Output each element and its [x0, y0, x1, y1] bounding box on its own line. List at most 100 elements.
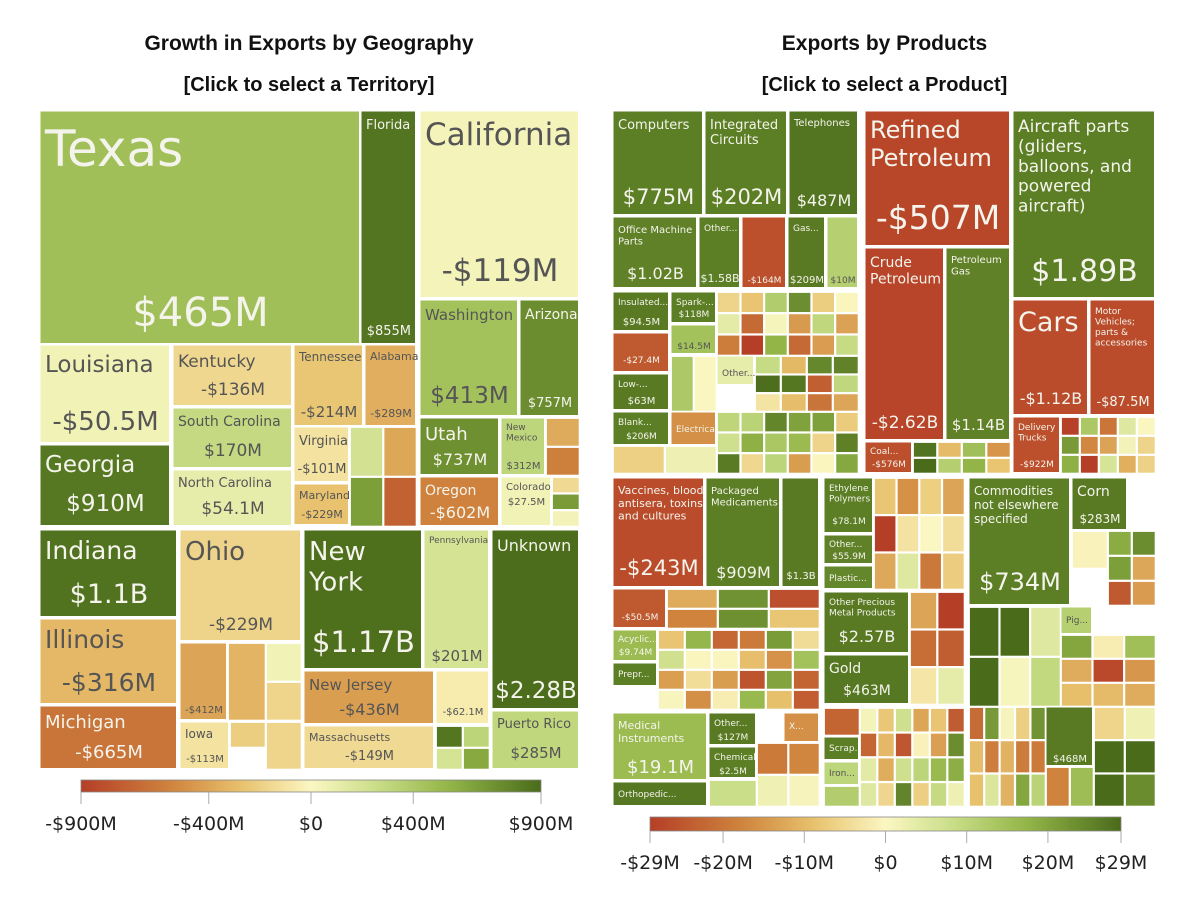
small-tile[interactable] — [1124, 635, 1156, 659]
tile-14-5m[interactable]: $14.5M — [670, 324, 716, 354]
small-tile[interactable] — [811, 334, 835, 356]
small-tile[interactable] — [546, 447, 580, 476]
small-tile[interactable] — [757, 775, 789, 807]
small-tile[interactable] — [895, 757, 913, 782]
small-tile[interactable] — [1094, 707, 1125, 740]
small-tile[interactable] — [1030, 740, 1046, 774]
small-tile[interactable] — [969, 773, 984, 807]
small-tile[interactable] — [1061, 635, 1093, 659]
small-tile[interactable] — [811, 412, 835, 433]
small-tile[interactable] — [811, 313, 835, 335]
tile-rect[interactable] — [612, 629, 657, 661]
tile-rect[interactable] — [612, 477, 704, 587]
tile-utah[interactable]: Utah $737M — [419, 417, 499, 475]
small-tile[interactable] — [766, 630, 793, 650]
tile-electrical[interactable]: Electrical... — [670, 411, 726, 445]
small-tile[interactable] — [860, 757, 878, 782]
small-tile[interactable] — [685, 690, 712, 710]
small-tile[interactable] — [793, 670, 820, 690]
tile-corn[interactable]: Corn $283M — [1071, 477, 1127, 530]
tile-rect[interactable] — [1012, 299, 1088, 415]
tile-rect[interactable] — [864, 441, 912, 473]
tile-1-3b[interactable]: $1.3B — [781, 477, 819, 587]
small-tile[interactable] — [942, 478, 965, 515]
tile-rect[interactable] — [612, 662, 657, 686]
small-tile[interactable] — [1015, 740, 1031, 774]
small-tile[interactable] — [937, 592, 965, 630]
tile-rect[interactable] — [1089, 299, 1155, 415]
small-tile[interactable] — [835, 334, 859, 356]
small-tile[interactable] — [984, 740, 1000, 774]
tile-rect[interactable] — [1012, 416, 1060, 473]
small-tile[interactable] — [874, 478, 897, 515]
tile-cars[interactable]: Cars -$1.12B — [1012, 299, 1088, 415]
small-tile[interactable] — [999, 707, 1015, 740]
small-tile[interactable] — [986, 458, 1011, 474]
tile-rect[interactable] — [179, 721, 229, 769]
small-tile[interactable] — [1108, 581, 1132, 606]
tile-alabama[interactable]: Alabama -$289M — [364, 344, 419, 426]
small-tile[interactable] — [712, 690, 739, 710]
tile-virginia[interactable]: Virginia -$101M — [293, 426, 349, 482]
small-tile[interactable] — [717, 412, 741, 433]
small-tile[interactable] — [835, 313, 859, 335]
small-tile[interactable] — [1125, 773, 1156, 807]
tile-rect[interactable] — [968, 477, 1070, 605]
tile-ethylene-polymers[interactable]: Ethylene Polymers $78.1M — [823, 477, 873, 533]
small-tile[interactable] — [930, 757, 948, 782]
small-tile[interactable] — [910, 667, 938, 705]
small-tile[interactable] — [913, 458, 938, 474]
small-tile[interactable] — [755, 356, 781, 375]
small-tile[interactable] — [1030, 773, 1046, 807]
tile-new-mexico[interactable]: New Mexico $312M — [500, 417, 545, 475]
small-tile[interactable] — [712, 670, 739, 690]
small-tile[interactable] — [350, 427, 383, 477]
small-tile[interactable] — [962, 442, 987, 458]
small-tile[interactable] — [824, 786, 860, 807]
tile-rect[interactable] — [491, 710, 579, 769]
tile-rect[interactable] — [303, 725, 434, 769]
small-tile[interactable] — [937, 629, 965, 667]
small-tile[interactable] — [552, 477, 580, 494]
tile-refined-petroleum[interactable]: Refined Petroleum -$507M — [864, 110, 1010, 246]
small-tile[interactable] — [833, 393, 859, 412]
tile-468m[interactable]: $468M — [1045, 706, 1093, 766]
tile-florida[interactable]: Florida $855M — [360, 110, 416, 344]
tile-rect[interactable] — [39, 618, 177, 704]
small-tile[interactable] — [1092, 659, 1124, 683]
tile-rect[interactable] — [293, 344, 363, 426]
tile-rect[interactable] — [612, 291, 669, 331]
tile-plastic[interactable]: Plastic... — [823, 565, 873, 589]
small-tile[interactable] — [969, 607, 1000, 657]
small-tile[interactable] — [350, 477, 383, 527]
small-tile[interactable] — [1137, 417, 1156, 436]
small-tile[interactable] — [788, 292, 812, 313]
tile-scrap[interactable]: Scrap... — [823, 736, 863, 760]
tile-oregon[interactable]: Oregon -$602M — [419, 476, 499, 526]
tile-rect[interactable] — [705, 477, 780, 587]
tile-other[interactable]: Other... $127M — [708, 712, 756, 745]
small-tile[interactable] — [1125, 707, 1156, 740]
small-tile[interactable] — [717, 334, 741, 356]
tile-packaged-medicaments[interactable]: Packaged Medicaments $909M — [705, 477, 780, 587]
tile-rect[interactable] — [179, 529, 301, 641]
small-tile[interactable] — [984, 773, 1000, 807]
small-tile[interactable] — [613, 446, 665, 474]
tile-motor-vehicles-parts-accessories[interactable]: Motor Vehicles; parts & accessories -$87.5M — [1089, 299, 1155, 415]
small-tile[interactable] — [788, 453, 812, 474]
small-tile[interactable] — [788, 334, 812, 356]
small-tile[interactable] — [769, 609, 820, 629]
small-tile[interactable] — [1137, 455, 1156, 474]
small-tile[interactable] — [1061, 659, 1093, 683]
small-tile[interactable] — [1030, 707, 1046, 740]
small-tile[interactable] — [942, 515, 965, 553]
small-tile[interactable] — [824, 708, 860, 736]
tile-rect[interactable] — [172, 469, 292, 526]
small-tile[interactable] — [658, 630, 685, 650]
small-tile[interactable] — [947, 757, 965, 782]
tile-spark[interactable]: Spark-... $118M — [670, 291, 716, 323]
small-tile[interactable] — [740, 334, 764, 356]
small-tile[interactable] — [552, 510, 580, 527]
small-tile[interactable] — [807, 393, 833, 412]
small-tile[interactable] — [937, 667, 965, 705]
